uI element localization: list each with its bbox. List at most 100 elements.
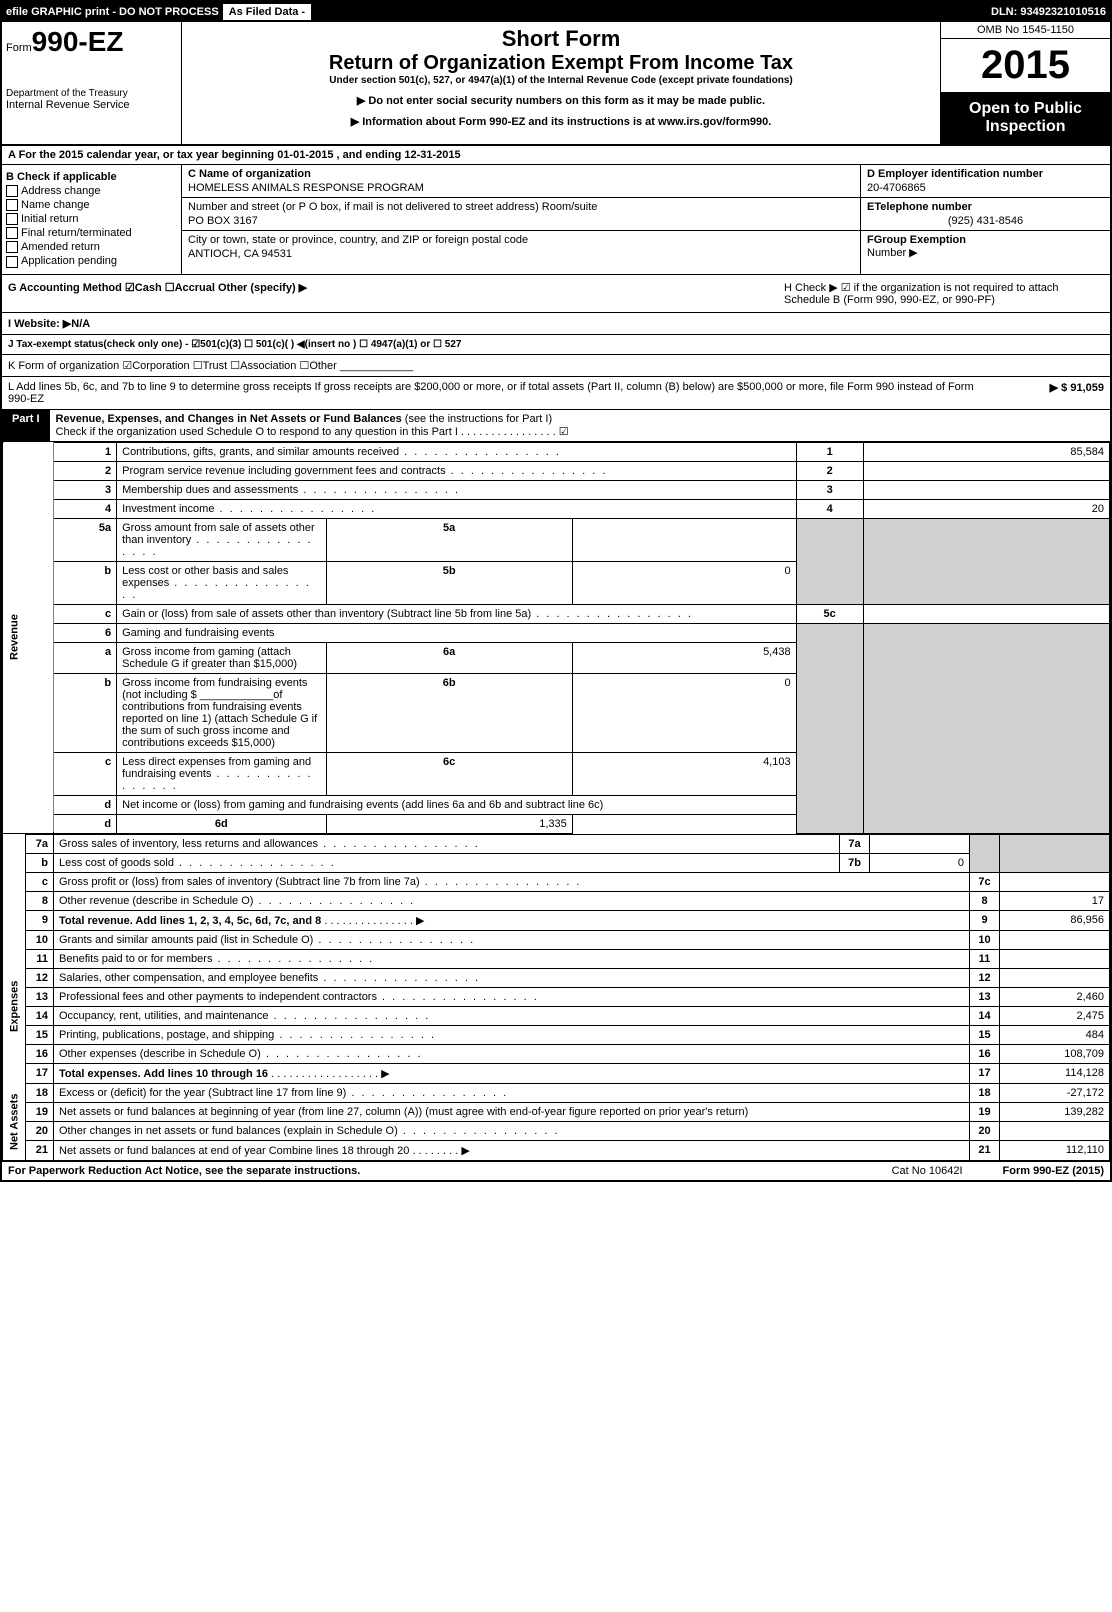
chk-initial-return[interactable]: Initial return xyxy=(6,213,177,225)
ln2-val xyxy=(863,461,1109,480)
ln5a-sv xyxy=(572,518,796,561)
col-d: D Employer identification number 20-4706… xyxy=(860,165,1110,274)
g-accounting: G Accounting Method ☑Cash ☐Accrual Other… xyxy=(8,281,784,306)
ln7a-desc: Gross sales of inventory, less returns a… xyxy=(54,834,840,853)
open-line2: Inspection xyxy=(945,118,1106,136)
ln16-desc: Other expenses (describe in Schedule O) xyxy=(54,1044,970,1063)
ln1-val: 85,584 xyxy=(863,442,1109,461)
ln7c-val xyxy=(1000,872,1110,891)
chk-amended-return[interactable]: Amended return xyxy=(6,241,177,253)
irs-label: Internal Revenue Service xyxy=(6,99,177,111)
l-gross-receipts: L Add lines 5b, 6c, and 7b to line 9 to … xyxy=(2,377,1110,410)
ln17-desc: Total expenses. Add lines 10 through 16 … xyxy=(54,1063,970,1083)
tax-year: 2015 xyxy=(941,39,1110,92)
chk-final-return[interactable]: Final return/terminated xyxy=(6,227,177,239)
j-tax-exempt: J Tax-exempt status(check only one) - ☑5… xyxy=(2,335,1110,355)
chk-name-change[interactable]: Name change xyxy=(6,199,177,211)
dept-treasury: Department of the Treasury xyxy=(6,88,177,99)
ln18-desc: Excess or (deficit) for the year (Subtra… xyxy=(54,1083,970,1102)
ln5c-val xyxy=(863,604,1109,623)
ln2-desc: Program service revenue including govern… xyxy=(117,461,796,480)
part1-label: Part I xyxy=(2,410,50,441)
ln7c-desc: Gross profit or (loss) from sales of inv… xyxy=(54,872,970,891)
form-990ez-page: efile GRAPHIC print - DO NOT PROCESS As … xyxy=(0,0,1112,1182)
org-name-label: C Name of organization xyxy=(188,168,854,180)
col-cd: C Name of organization HOMELESS ANIMALS … xyxy=(182,165,1110,274)
grp-number: Number ▶ xyxy=(867,246,1104,259)
org-name: HOMELESS ANIMALS RESPONSE PROGRAM xyxy=(188,182,854,194)
footer-left: For Paperwork Reduction Act Notice, see … xyxy=(8,1165,360,1177)
header-mid: Short Form Return of Organization Exempt… xyxy=(182,22,940,144)
chk-address-change[interactable]: Address change xyxy=(6,185,177,197)
side-netassets: Net Assets xyxy=(3,1083,26,1160)
footer-right: Form 990-EZ (2015) xyxy=(1003,1165,1104,1177)
addr-value: PO BOX 3167 xyxy=(188,215,854,227)
as-filed-box: As Filed Data - xyxy=(223,4,311,20)
ln20-val xyxy=(1000,1121,1110,1140)
ein-label: D Employer identification number xyxy=(867,168,1104,180)
open-line1: Open to Public xyxy=(945,100,1106,118)
part1-title: Revenue, Expenses, and Changes in Net As… xyxy=(56,413,402,425)
ein-cell: D Employer identification number 20-4706… xyxy=(861,165,1110,198)
ln3-desc: Membership dues and assessments xyxy=(117,480,796,499)
ln6c-desc: Less direct expenses from gaming and fun… xyxy=(117,752,326,795)
ln6a-sv: 5,438 xyxy=(572,642,796,673)
ln1-rnum: 1 xyxy=(796,442,863,461)
ln4-desc: Investment income xyxy=(117,499,796,518)
ein-value: 20-4706865 xyxy=(867,182,1104,194)
ln6d-val: 1,335 xyxy=(326,814,572,833)
org-name-cell: C Name of organization HOMELESS ANIMALS … xyxy=(182,165,860,198)
i-website: I Website: ▶N/A xyxy=(2,313,1110,335)
city-cell: City or town, state or province, country… xyxy=(182,231,860,263)
lines-table-2: 7aGross sales of inventory, less returns… xyxy=(2,834,1110,1161)
ln5b-desc: Less cost or other basis and sales expen… xyxy=(117,561,326,604)
ln7a-sv xyxy=(870,834,970,853)
ln13-desc: Professional fees and other payments to … xyxy=(54,987,970,1006)
under-section: Under section 501(c), 527, or 4947(a)(1)… xyxy=(190,75,932,86)
side-revenue: Revenue xyxy=(3,442,54,833)
ln18-val: -27,172 xyxy=(1000,1083,1110,1102)
part1-check: Check if the organization used Schedule … xyxy=(56,426,569,438)
ln6a-desc: Gross income from gaming (attach Schedul… xyxy=(117,642,326,673)
col-b-checkboxes: B Check if applicable Address change Nam… xyxy=(2,165,182,274)
dln: DLN: 93492321010516 xyxy=(991,6,1106,18)
ln11-val xyxy=(1000,949,1110,968)
ln6d-desc: Net income or (loss) from gaming and fun… xyxy=(117,795,796,814)
row-a-calendar-year: A For the 2015 calendar year, or tax yea… xyxy=(2,146,1110,165)
k-form-org: K Form of organization ☑Corporation ☐Tru… xyxy=(2,355,1110,377)
tel-value: (925) 431-8546 xyxy=(867,215,1104,227)
tel-cell: ETelephone number (925) 431-8546 xyxy=(861,198,1110,231)
ln6-desc: Gaming and fundraising events xyxy=(117,623,796,642)
part1-sub: (see the instructions for Part I) xyxy=(405,413,552,425)
notice-ssn: ▶ Do not enter social security numbers o… xyxy=(190,94,932,107)
ln21-val: 112,110 xyxy=(1000,1140,1110,1160)
header-left: Form990-EZ Department of the Treasury In… xyxy=(2,22,182,144)
col-c: C Name of organization HOMELESS ANIMALS … xyxy=(182,165,860,274)
ln12-val xyxy=(1000,968,1110,987)
chk-application-pending[interactable]: Application pending xyxy=(6,255,177,267)
ln3-val xyxy=(863,480,1109,499)
return-title: Return of Organization Exempt From Incom… xyxy=(190,52,932,75)
ln20-desc: Other changes in net assets or fund bala… xyxy=(54,1121,970,1140)
city-label: City or town, state or province, country… xyxy=(188,234,854,246)
tel-label: ETelephone number xyxy=(867,201,1104,213)
ln1-desc: Contributions, gifts, grants, and simila… xyxy=(117,442,796,461)
addr-cell: Number and street (or P O box, if mail i… xyxy=(182,198,860,231)
ln1-num: 1 xyxy=(54,442,117,461)
ln9-desc: Total revenue. Add lines 1, 2, 3, 4, 5c,… xyxy=(54,910,970,930)
l-value: ▶ $ 91,059 xyxy=(984,381,1104,405)
lines-table: Revenue 1 Contributions, gifts, grants, … xyxy=(2,442,1110,834)
ln5c-desc: Gain or (loss) from sale of assets other… xyxy=(117,604,796,623)
ln10-val xyxy=(1000,930,1110,949)
ln14-val: 2,475 xyxy=(1000,1006,1110,1025)
part1-header: Part I Revenue, Expenses, and Changes in… xyxy=(2,410,1110,442)
b-title: B Check if applicable xyxy=(6,171,177,183)
ln4-val: 20 xyxy=(863,499,1109,518)
grp-cell: FGroup Exemption Number ▶ xyxy=(861,231,1110,263)
efile-notice: efile GRAPHIC print - DO NOT PROCESS xyxy=(6,6,219,18)
ln17-val: 114,128 xyxy=(1000,1063,1110,1083)
city-value: ANTIOCH, CA 94531 xyxy=(188,248,854,260)
h-schedule-b: H Check ▶ ☑ if the organization is not r… xyxy=(784,281,1104,306)
ln7b-desc: Less cost of goods sold xyxy=(54,853,840,872)
footer-cat: Cat No 10642I xyxy=(892,1165,963,1177)
